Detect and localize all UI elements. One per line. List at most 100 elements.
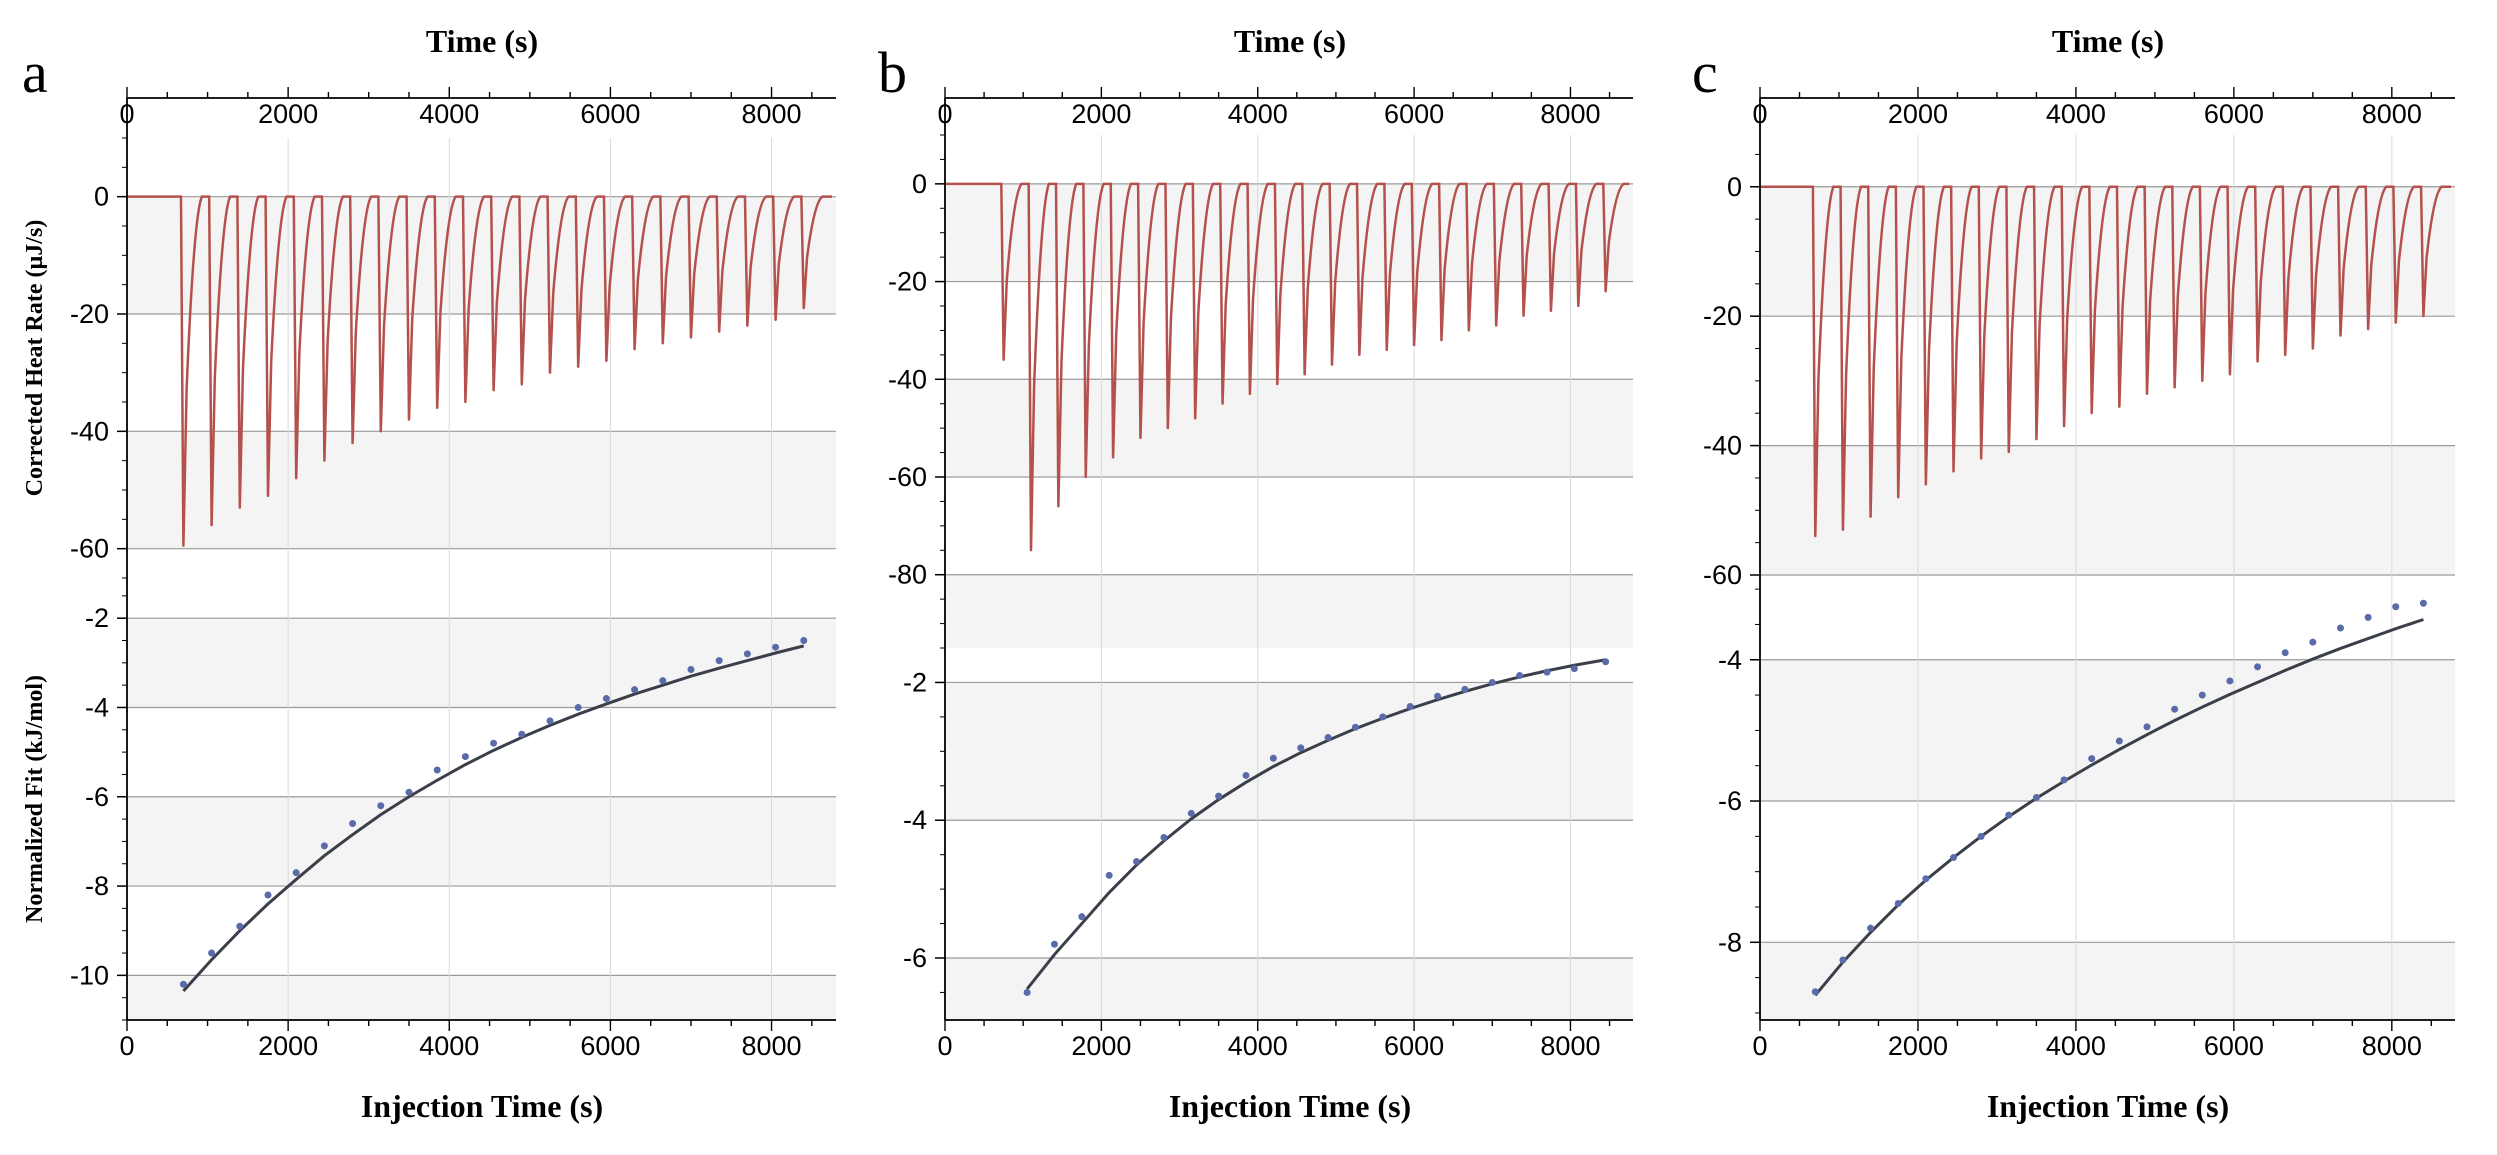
- injection-peak: [661, 342, 664, 345]
- data-point: [1602, 658, 1610, 666]
- injection-peak: [210, 524, 213, 527]
- data-point: [2088, 755, 2096, 763]
- data-point: [1570, 665, 1578, 673]
- x-tick-label-top: 2000: [258, 99, 318, 129]
- injection-peak: [1924, 483, 1928, 486]
- data-point: [2419, 599, 2427, 607]
- injection-peak: [1952, 470, 1955, 473]
- data-point: [1133, 858, 1141, 866]
- y-tick-label: -8: [85, 871, 109, 901]
- data-point: [2005, 811, 2013, 819]
- data-point: [1406, 703, 1414, 711]
- data-point: [2281, 649, 2289, 657]
- y-tick-label: -40: [70, 416, 109, 446]
- fit-curve: [1814, 618, 2424, 997]
- x-tick-label-bottom: 2000: [1888, 1031, 1948, 1061]
- injection-peak: [294, 477, 298, 480]
- data-point: [2226, 677, 2234, 685]
- injection-peak: [1193, 417, 1197, 420]
- x-tick-label-bottom: 8000: [2362, 1031, 2422, 1061]
- y-tick-label: -20: [888, 267, 927, 297]
- injection-peak: [1166, 426, 1170, 430]
- injection-peak: [548, 371, 552, 374]
- injection-peak: [1029, 549, 1033, 552]
- x-tick-label-top: 8000: [742, 99, 802, 129]
- x-tick-label-bottom: 2000: [1071, 1031, 1131, 1061]
- data-point: [1297, 744, 1305, 752]
- data-point: [377, 802, 385, 810]
- data-point: [2115, 737, 2123, 745]
- injection-peak: [2145, 392, 2149, 396]
- y-tick-label: -4: [903, 805, 927, 835]
- injection-peak: [717, 330, 721, 333]
- data-point: [2254, 663, 2262, 671]
- grid-band: [945, 574, 1633, 648]
- data-point: [1215, 792, 1223, 800]
- bottom-x-axis-title: Injection Time (s): [1169, 1088, 1411, 1124]
- data-point: [631, 686, 639, 694]
- injection-peak: [2283, 353, 2287, 357]
- injection-peak: [2173, 386, 2176, 389]
- data-point: [1242, 771, 1250, 779]
- injection-peak: [323, 459, 326, 462]
- data-point: [1922, 875, 1930, 883]
- y-tick-label: -8: [1718, 927, 1742, 957]
- data-point: [1461, 685, 1469, 693]
- grid-band: [945, 379, 1633, 477]
- grid-band: [1760, 445, 2455, 575]
- injection-peak: [1276, 382, 1279, 386]
- data-point: [1269, 754, 1277, 762]
- y-tick-label: 0: [94, 182, 109, 212]
- data-point: [1543, 668, 1551, 676]
- injection-peak: [1248, 392, 1252, 396]
- injection-peak: [1841, 528, 1845, 531]
- injection-peak: [1139, 436, 1142, 440]
- bottom-plot: -2 -4 -6: [903, 647, 1633, 1020]
- top-plot: 0 -20 -40 -60: [70, 137, 836, 579]
- x-tick-label-top: 2000: [1071, 99, 1131, 129]
- heat-rate-trace: [127, 195, 832, 546]
- injection-peak: [1412, 343, 1416, 347]
- y-tick-label: 0: [1727, 172, 1742, 202]
- injection-peak: [407, 418, 411, 421]
- injection-peak: [2228, 373, 2232, 376]
- y-tick-label: -80: [888, 560, 927, 590]
- grid-band: [945, 682, 1633, 821]
- data-point: [546, 717, 554, 725]
- injection-peak: [1549, 309, 1553, 313]
- x-tick-label-bottom: 8000: [1540, 1031, 1600, 1061]
- grid-band: [127, 975, 836, 1020]
- injection-peak: [1303, 373, 1306, 376]
- panel-letter: b: [878, 40, 907, 105]
- injection-peak: [1897, 496, 1900, 499]
- injection-peak: [1522, 314, 1525, 317]
- top-x-axis-title: Time (s): [1234, 23, 1346, 59]
- bottom-x-axis-title: Injection Time (s): [1987, 1088, 2229, 1124]
- injection-peak: [464, 400, 467, 404]
- injection-peak: [1604, 290, 1607, 293]
- data-point: [208, 949, 216, 957]
- data-point: [1023, 988, 1031, 996]
- x-tick-label-bottom: 0: [937, 1031, 952, 1061]
- heat-rate-trace: [945, 182, 1630, 551]
- data-point: [236, 922, 244, 930]
- injection-peak: [774, 318, 777, 322]
- injection-peak: [1494, 324, 1498, 327]
- injection-peak: [2339, 334, 2342, 337]
- injection-peak: [2035, 437, 2038, 441]
- x-tick-label-top: 4000: [419, 99, 479, 129]
- y-tick-label: -60: [888, 462, 927, 492]
- x-tick-label-top: 0: [119, 99, 134, 129]
- data-point: [1894, 899, 1902, 907]
- y-tick-label: -10: [70, 960, 109, 990]
- y-tick-label: -2: [85, 603, 109, 633]
- injection-peak: [2118, 405, 2121, 408]
- injection-peak: [379, 430, 382, 433]
- data-point: [800, 637, 808, 645]
- data-point: [2392, 603, 2400, 611]
- injection-peak: [238, 506, 241, 509]
- y-tick-label: -60: [70, 534, 109, 564]
- injection-peak: [1385, 348, 1388, 352]
- injection-peak: [746, 324, 749, 327]
